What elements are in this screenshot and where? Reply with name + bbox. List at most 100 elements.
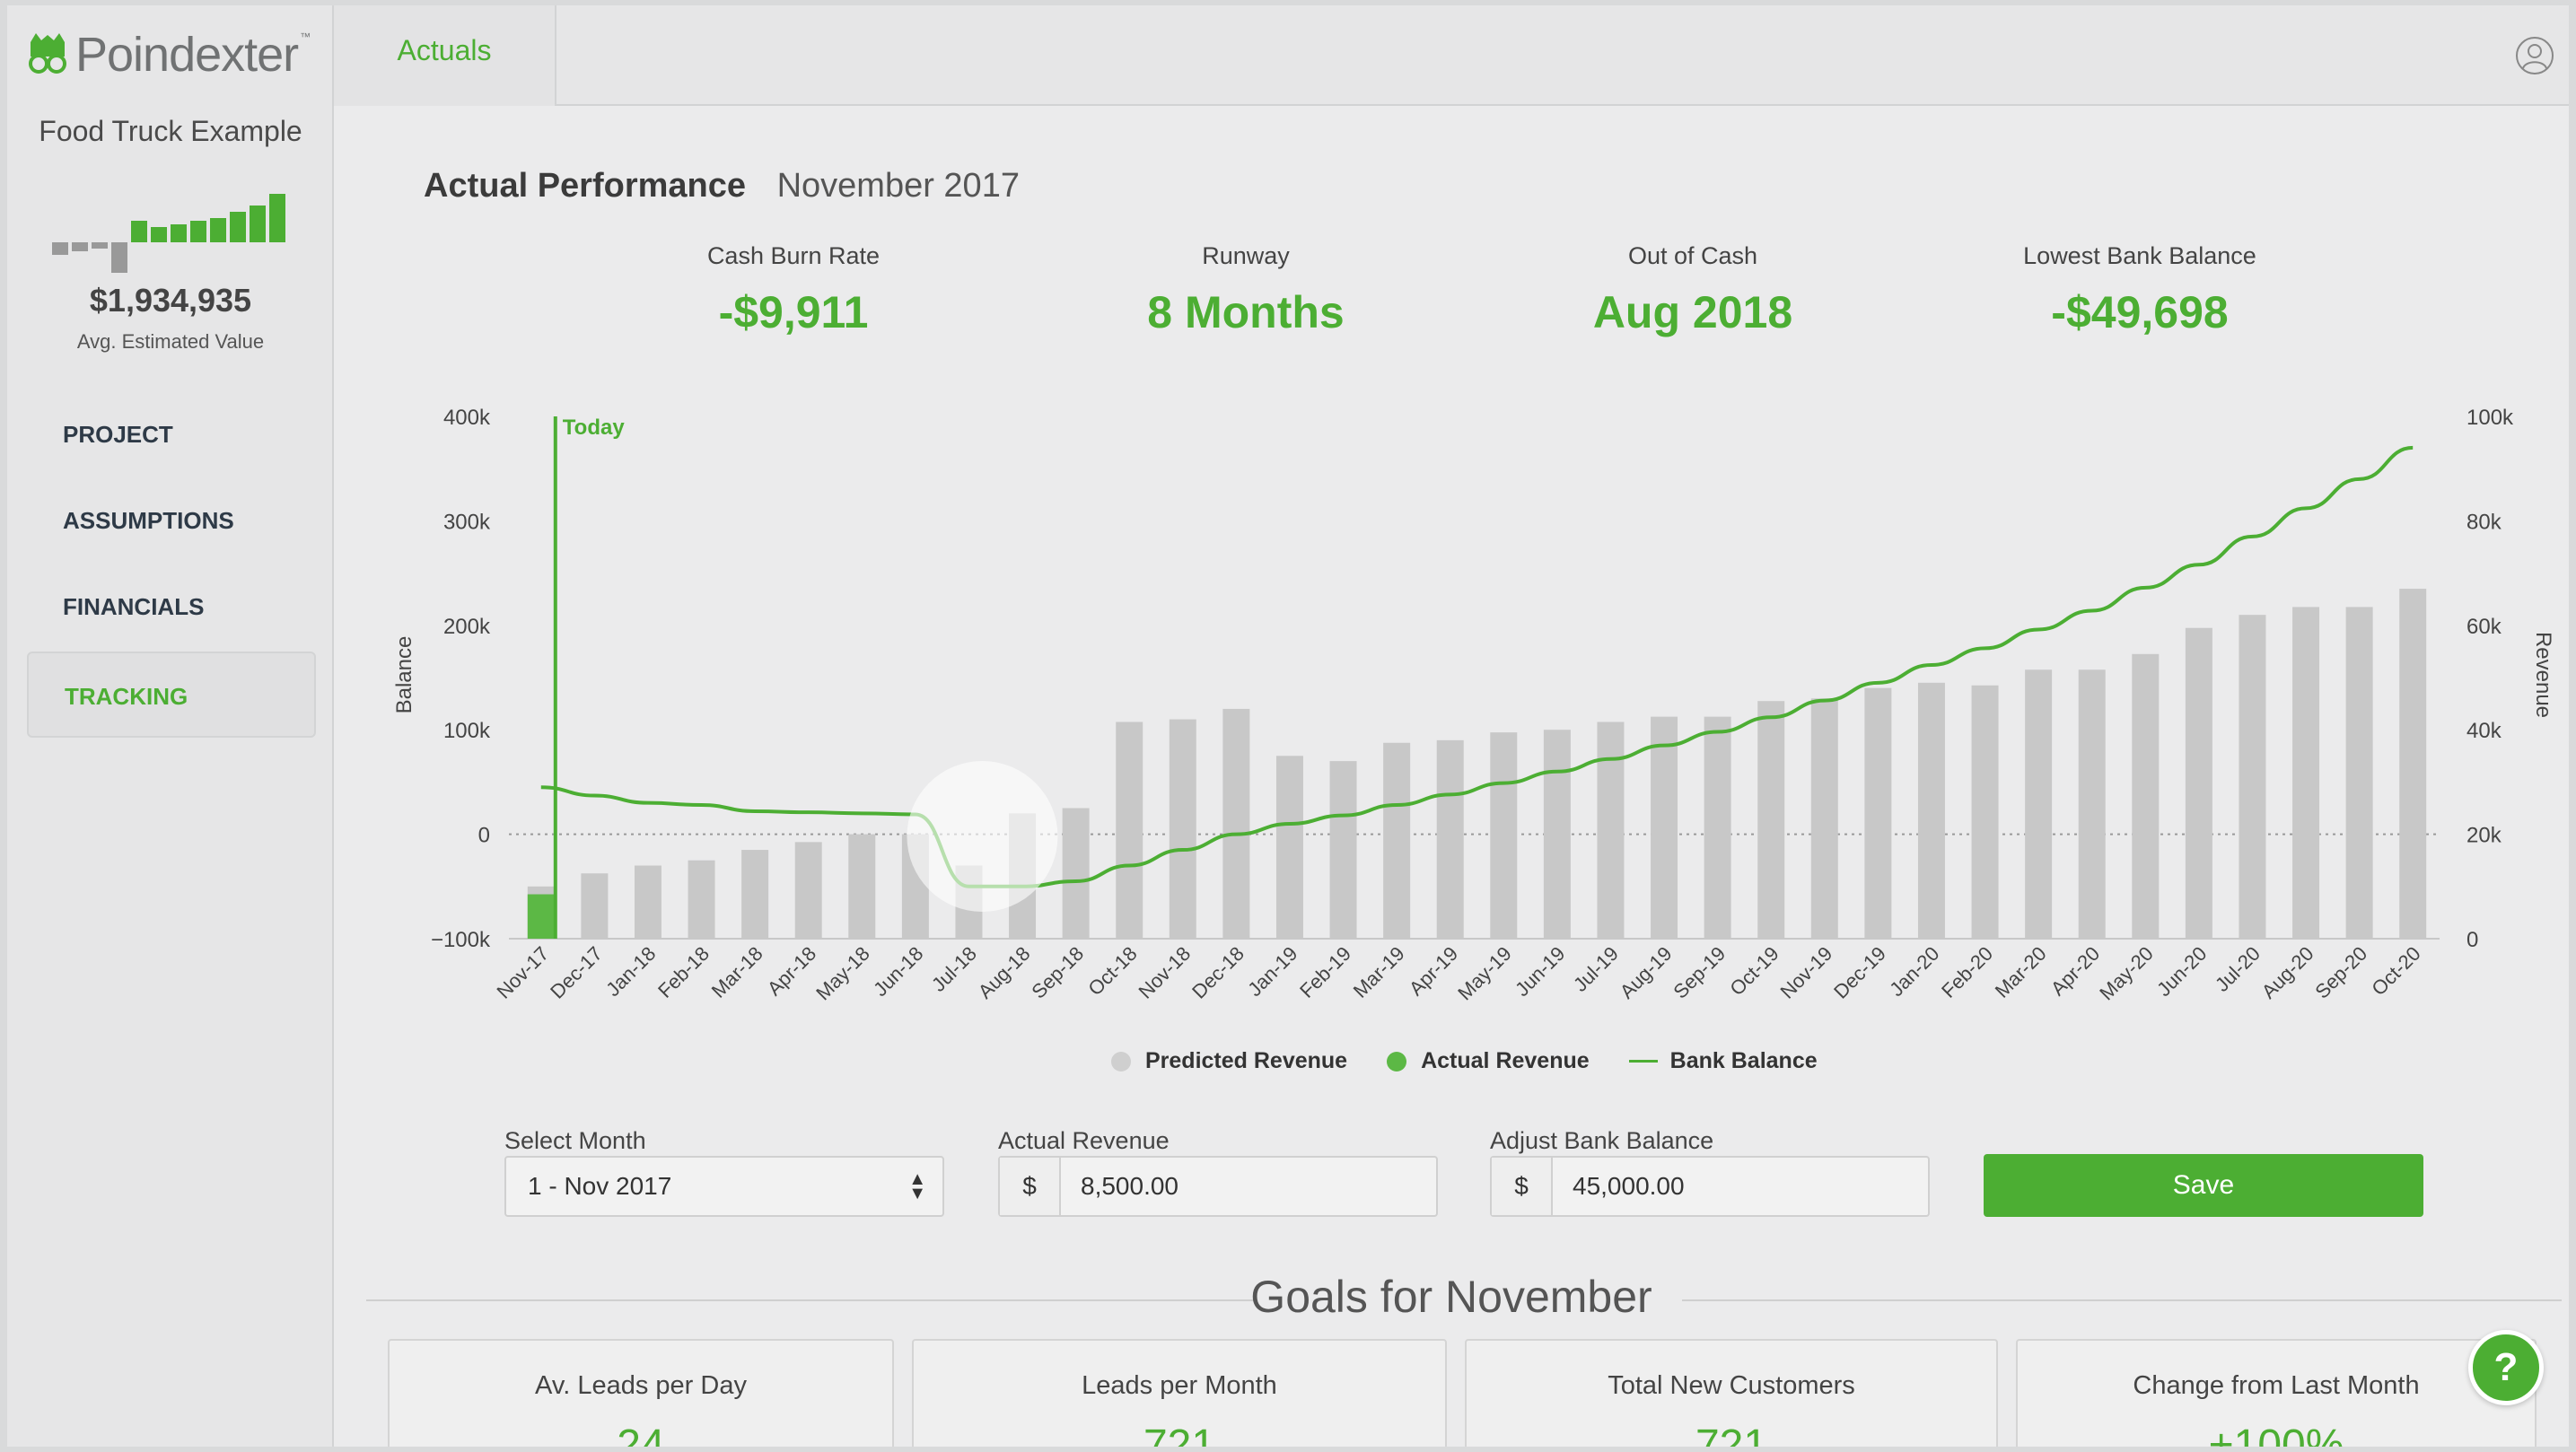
- goal-value: +100%: [2208, 1421, 2344, 1447]
- predicted-revenue-bar: [1275, 756, 1303, 939]
- predicted-revenue-bar: [2292, 607, 2320, 939]
- goals-divider-right: [1682, 1299, 2562, 1301]
- goal-card-change: Change from Last Month +100%: [2016, 1339, 2537, 1447]
- predicted-revenue-bar: [1704, 716, 1731, 939]
- goal-card-leads-per-day: Av. Leads per Day 24: [388, 1339, 894, 1447]
- legend-bank-balance[interactable]: Bank Balance: [1628, 1048, 1818, 1074]
- sparkline-bar: [230, 212, 246, 242]
- sidebar-item-financials[interactable]: FINANCIALS: [63, 593, 205, 620]
- select-month-dropdown[interactable]: 1 - Nov 2017 ▲ ▼: [504, 1156, 944, 1217]
- predicted-revenue-bar: [1757, 701, 1785, 939]
- x-tick-label: May-19: [1453, 942, 1516, 1005]
- legend-predicted-revenue[interactable]: Predicted Revenue: [1111, 1048, 1347, 1074]
- actual-revenue-field[interactable]: $ 8,500.00: [998, 1156, 1438, 1217]
- x-tick-label: May-20: [2095, 942, 2158, 1005]
- goal-label: Leads per Month: [1082, 1371, 1277, 1400]
- estimated-value: $1,934,935: [89, 282, 252, 319]
- sparkline-bar: [190, 221, 206, 242]
- x-tick-label: Dec-17: [546, 942, 607, 1003]
- predicted-revenue-bar: [1222, 708, 1250, 939]
- x-tick-label: Oct-18: [1083, 942, 1141, 1000]
- actual-revenue-input[interactable]: 8,500.00: [1081, 1172, 1178, 1200]
- sidebar-item-project[interactable]: PROJECT: [63, 421, 173, 448]
- x-tick-label: May-18: [811, 942, 874, 1005]
- predicted-revenue-bar: [1490, 732, 1518, 939]
- legend-label: Actual Revenue: [1421, 1048, 1590, 1073]
- x-tick-label: Jul-18: [927, 942, 981, 996]
- left-tick-label: 0: [478, 824, 490, 848]
- sidebar-item-tracking[interactable]: TRACKING: [27, 652, 316, 738]
- right-tick-label: 0: [2466, 928, 2478, 952]
- legend-actual-revenue[interactable]: Actual Revenue: [1387, 1048, 1590, 1074]
- predicted-revenue-bar: [688, 860, 715, 939]
- goal-value: 721: [1695, 1421, 1768, 1447]
- goal-card-new-customers: Total New Customers 721: [1465, 1339, 1998, 1447]
- hover-highlight: [907, 761, 1058, 912]
- bank-balance-label: Adjust Bank Balance: [1490, 1127, 1714, 1154]
- kpi-cash-burn-rate: Cash Burn Rate -$9,911: [623, 242, 964, 338]
- goal-label: Change from Last Month: [2133, 1371, 2420, 1400]
- bank-balance-field[interactable]: $ 45,000.00: [1490, 1156, 1930, 1217]
- predicted-revenue-bar: [848, 834, 876, 939]
- x-tick-label: Jul-20: [2211, 942, 2265, 996]
- kpi-value: Aug 2018: [1592, 287, 1793, 337]
- predicted-revenue-bar: [1864, 687, 1892, 939]
- sparkline-bar: [269, 193, 285, 242]
- logo[interactable]: Poindexter ™: [25, 27, 311, 83]
- help-question-icon[interactable]: ?: [2468, 1330, 2544, 1405]
- sparkline-bar: [171, 223, 187, 242]
- legend-line-icon: [1628, 1060, 1658, 1063]
- legend-label: Predicted Revenue: [1145, 1048, 1348, 1073]
- x-tick-label: Jun-18: [869, 942, 927, 1001]
- performance-chart: 400k 300k 200k 100k 0 −100k 100k 80k 60k 40k 20k 0 B…: [392, 406, 2555, 1005]
- goal-card-leads-per-month: Leads per Month 721: [912, 1339, 1447, 1447]
- x-tick-label: Jan-18: [601, 942, 660, 1001]
- goal-value: 24: [617, 1421, 665, 1447]
- x-tick-label: Jul-19: [1569, 942, 1623, 996]
- currency-prefix: $: [1000, 1158, 1061, 1215]
- sparkline-bar: [52, 242, 68, 255]
- x-tick-label: Sep-18: [1027, 942, 1088, 1003]
- sparkline-bar: [250, 206, 266, 242]
- kpi-value: -$49,698: [2051, 287, 2229, 337]
- predicted-revenue-bar: [2025, 669, 2053, 939]
- predicted-revenue-bar: [1169, 719, 1196, 939]
- x-tick-label: Nov-17: [493, 942, 554, 1003]
- user-profile-icon[interactable]: [2515, 36, 2554, 75]
- top-bar: Actuals: [334, 5, 2569, 106]
- kpi-value: -$9,911: [718, 287, 869, 337]
- predicted-revenue-bar: [1062, 808, 1090, 939]
- kpi-label: Cash Burn Rate: [706, 242, 881, 269]
- x-tick-label: Jan-20: [1885, 942, 1943, 1001]
- bank-balance-line: [540, 445, 2414, 888]
- predicted-revenue-bar: [2239, 615, 2266, 939]
- sparkline-bar: [92, 242, 108, 249]
- sidebar-item-assumptions[interactable]: ASSUMPTIONS: [63, 507, 234, 534]
- logo-trademark: ™: [300, 31, 311, 43]
- x-tick-label: Jan-19: [1243, 942, 1301, 1001]
- select-month-value: 1 - Nov 2017: [528, 1172, 672, 1200]
- x-tick-label: Apr-20: [2046, 942, 2104, 1000]
- x-tick-label: Feb-19: [1295, 942, 1355, 1002]
- sparkline-bar: [151, 227, 167, 242]
- tab-actuals[interactable]: Actuals: [334, 5, 556, 106]
- page-title-text: Actual Performance: [424, 167, 747, 205]
- predicted-revenue-bar: [2078, 669, 2106, 939]
- save-button[interactable]: Save: [1984, 1154, 2423, 1217]
- predicted-revenue-bar: [1810, 698, 1838, 939]
- legend-label: Bank Balance: [1669, 1048, 1818, 1073]
- predicted-revenue-bar: [2399, 589, 2427, 939]
- right-tick-label: 40k: [2466, 719, 2502, 743]
- bank-balance-input[interactable]: 45,000.00: [1573, 1172, 1685, 1200]
- x-tick-label: Aug-19: [1616, 942, 1677, 1003]
- value-sparkline: [52, 190, 303, 273]
- left-tick-label: 200k: [443, 615, 491, 639]
- predicted-revenue-bar: [634, 865, 662, 939]
- left-tick-label: 400k: [443, 406, 491, 430]
- x-tick-label: Mar-18: [707, 942, 767, 1002]
- predicted-revenue-bar: [1383, 742, 1411, 939]
- x-tick-label: Dec-18: [1187, 942, 1249, 1003]
- predicted-revenue-bar: [1597, 722, 1625, 939]
- predicted-revenue-bar: [1329, 761, 1357, 939]
- x-tick-label: Mar-20: [1991, 942, 2051, 1002]
